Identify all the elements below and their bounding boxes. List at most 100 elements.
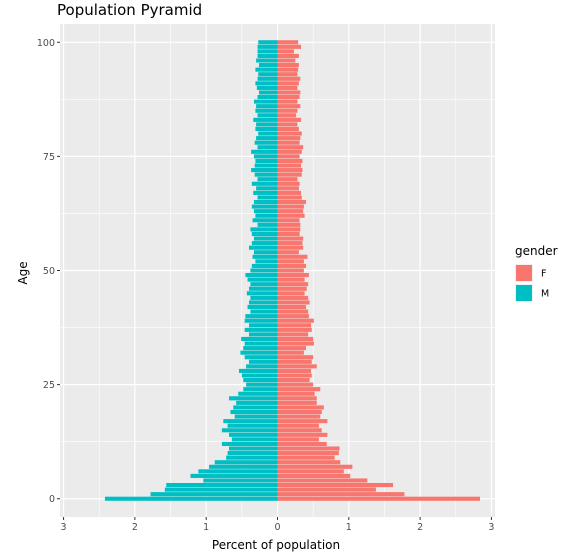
bar-m bbox=[254, 163, 278, 168]
bar-f bbox=[277, 241, 303, 246]
bar-f bbox=[277, 227, 301, 232]
bar-f bbox=[277, 163, 302, 168]
bar-m bbox=[251, 263, 278, 268]
bar-f bbox=[277, 446, 340, 451]
bar-m bbox=[226, 455, 278, 460]
bar-m bbox=[257, 53, 278, 59]
bar-f bbox=[277, 295, 309, 300]
bar-f bbox=[277, 254, 308, 259]
bar-f bbox=[277, 451, 339, 456]
bar-m bbox=[221, 428, 278, 433]
bar-f bbox=[277, 336, 314, 342]
bar-f bbox=[277, 259, 304, 264]
bar-f bbox=[277, 387, 321, 392]
bar-f bbox=[277, 327, 312, 332]
bar-m bbox=[230, 409, 278, 415]
bar-f bbox=[277, 268, 304, 273]
bar-m bbox=[247, 277, 278, 282]
bar-f bbox=[277, 213, 305, 218]
bar-f bbox=[277, 309, 309, 314]
bar-f bbox=[277, 113, 297, 118]
bar-m bbox=[255, 108, 278, 113]
x-tick-label: 3 bbox=[488, 522, 494, 533]
bar-f bbox=[277, 245, 304, 250]
bar-f bbox=[277, 186, 299, 191]
bar-m bbox=[257, 177, 278, 182]
bar-m bbox=[257, 222, 278, 227]
bar-m bbox=[253, 250, 278, 255]
bar-f bbox=[277, 323, 312, 328]
bar-f bbox=[277, 117, 302, 122]
bar-f bbox=[277, 405, 324, 410]
y-tick-label: 50 bbox=[43, 266, 55, 277]
bar-m bbox=[234, 414, 278, 419]
bar-f bbox=[277, 382, 314, 387]
y-tick-label: 75 bbox=[43, 152, 55, 163]
bar-f bbox=[277, 391, 315, 396]
bar-f bbox=[277, 126, 299, 132]
bar-f bbox=[277, 149, 302, 154]
bar-m bbox=[244, 355, 278, 360]
bar-f bbox=[277, 236, 304, 241]
bar-m bbox=[256, 122, 278, 127]
bar-m bbox=[251, 149, 278, 154]
bar-m bbox=[253, 209, 278, 214]
bar-m bbox=[253, 99, 278, 104]
bar-m bbox=[248, 300, 278, 305]
bar-f bbox=[277, 473, 351, 478]
bar-f bbox=[277, 231, 300, 237]
bar-f bbox=[277, 409, 322, 415]
bar-f bbox=[277, 222, 301, 227]
bar-m bbox=[241, 336, 278, 342]
bar-m bbox=[252, 218, 278, 223]
bar-m bbox=[243, 378, 278, 383]
bar-f bbox=[277, 304, 307, 310]
bar-m bbox=[257, 94, 278, 100]
bar-m bbox=[245, 314, 278, 319]
legend-swatch-m bbox=[516, 285, 532, 301]
bar-f bbox=[277, 122, 298, 127]
bar-f bbox=[277, 455, 335, 460]
bar-f bbox=[277, 300, 310, 305]
bar-m bbox=[256, 58, 278, 63]
bar-m bbox=[248, 245, 278, 250]
bar-m bbox=[209, 464, 278, 469]
bar-f bbox=[277, 81, 299, 86]
bar-m bbox=[250, 227, 278, 232]
bar-f bbox=[277, 168, 303, 173]
y-tick-label: 0 bbox=[49, 494, 55, 505]
bar-m bbox=[250, 268, 278, 273]
x-tick-label: 0 bbox=[274, 522, 280, 533]
x-tick-label: 1 bbox=[203, 522, 209, 533]
x-axis: 3 2 1 0 1 2 3 bbox=[61, 517, 494, 533]
bar-m bbox=[253, 236, 278, 241]
y-axis: 0 25 50 75 100 bbox=[37, 38, 60, 505]
bar-m bbox=[256, 136, 278, 141]
bar-m bbox=[255, 158, 278, 163]
bar-f bbox=[277, 250, 299, 255]
bar-f bbox=[277, 314, 309, 319]
x-tick-label: 2 bbox=[132, 522, 138, 533]
bar-f bbox=[277, 195, 302, 200]
bar-m bbox=[257, 145, 278, 150]
y-tick-label: 25 bbox=[43, 380, 55, 391]
bar-m bbox=[244, 327, 278, 332]
bar-m bbox=[258, 63, 278, 68]
bar-f bbox=[277, 368, 312, 373]
bar-m bbox=[243, 346, 278, 351]
bar-m bbox=[257, 49, 278, 54]
bar-f bbox=[277, 199, 307, 205]
bar-f bbox=[277, 492, 405, 497]
bar-m bbox=[241, 373, 278, 378]
bar-f bbox=[277, 40, 299, 45]
bar-m bbox=[257, 76, 278, 81]
bar-f bbox=[277, 460, 341, 465]
bar-m bbox=[198, 469, 278, 474]
bar-m bbox=[258, 90, 278, 95]
bar-f bbox=[277, 172, 302, 177]
bar-f bbox=[277, 158, 303, 163]
bar-m bbox=[244, 318, 278, 323]
bar-m bbox=[243, 387, 278, 392]
bar-f bbox=[277, 396, 317, 401]
bar-f bbox=[277, 108, 298, 113]
